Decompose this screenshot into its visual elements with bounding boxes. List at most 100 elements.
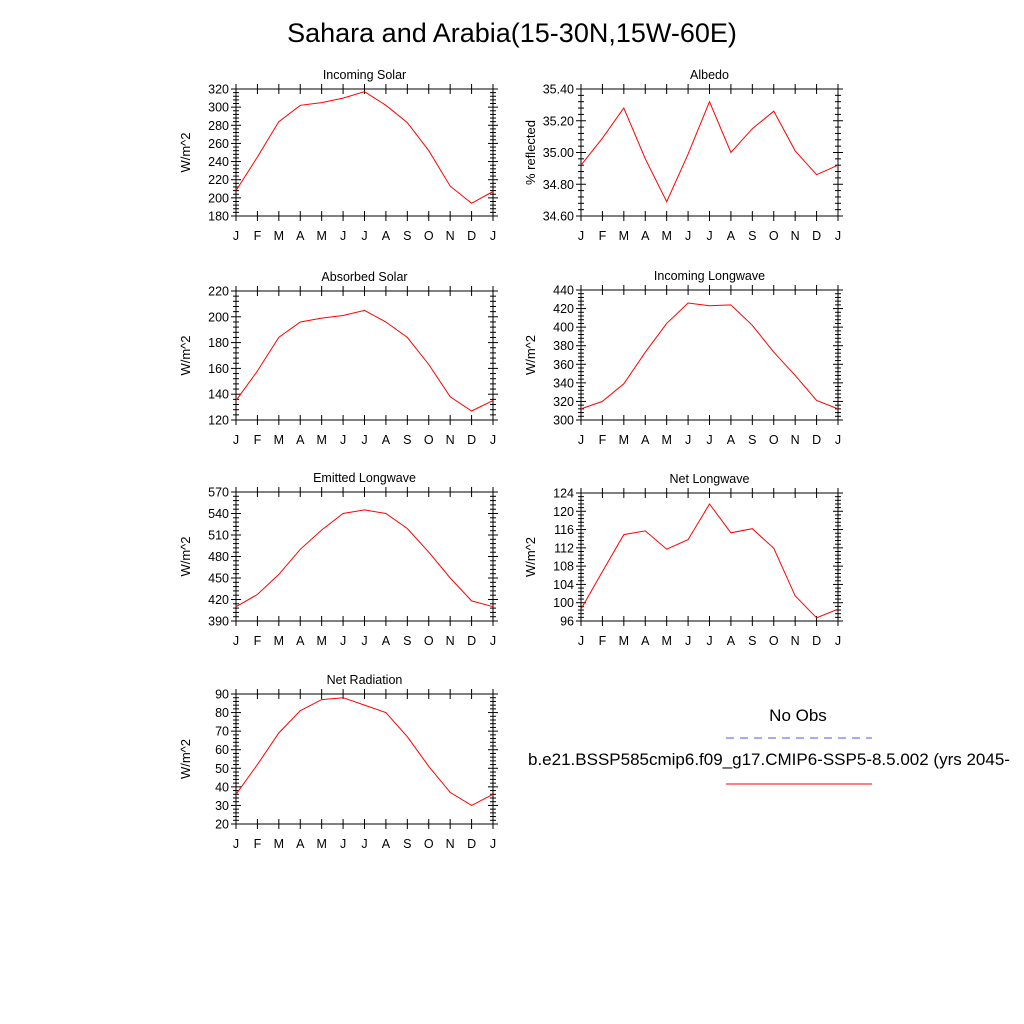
x-tick-label: J (340, 433, 346, 447)
x-tick-label: M (316, 837, 326, 851)
x-tick-label: J (835, 634, 841, 648)
x-tick-label: M (316, 634, 326, 648)
y-tick-label: 108 (553, 560, 574, 574)
panel-title: Net Longwave (670, 472, 750, 486)
y-tick-label: 540 (208, 507, 229, 521)
x-tick-label: M (619, 433, 629, 447)
x-tick-label: M (619, 229, 629, 243)
y-tick-label: 70 (215, 725, 229, 739)
y-tick-label: 160 (208, 362, 229, 376)
x-tick-label: D (812, 433, 821, 447)
page-title: Sahara and Arabia(15-30N,15W-60E) (287, 18, 737, 48)
y-tick-label: 570 (208, 486, 229, 500)
x-tick-label: S (748, 433, 756, 447)
series-line (580, 503, 839, 619)
y-tick-label: 120 (553, 505, 574, 519)
plot-frame (235, 88, 494, 217)
y-axis-label: W/m^2 (523, 335, 538, 375)
x-tick-label: J (361, 634, 367, 648)
y-axis-label: W/m^2 (523, 537, 538, 577)
x-tick-label: J (685, 634, 691, 648)
y-tick-label: 280 (208, 119, 229, 133)
x-tick-label: J (340, 837, 346, 851)
series-line (235, 91, 494, 204)
plot-frame (580, 492, 839, 622)
x-tick-label: J (340, 229, 346, 243)
x-tick-label: N (791, 634, 800, 648)
x-tick-label: A (382, 837, 391, 851)
panel-title: Net Radiation (327, 673, 403, 687)
y-tick-label: 120 (208, 414, 229, 428)
legend-model-label: b.e21.BSSP585cmip6.f09_g17.CMIP6-SSP5-8.… (528, 750, 1010, 769)
y-tick-label: 240 (208, 155, 229, 169)
plot-frame (235, 693, 494, 825)
y-tick-label: 50 (215, 762, 229, 776)
y-tick-label: 35.40 (543, 83, 574, 97)
x-tick-label: S (748, 229, 756, 243)
series-line (235, 509, 494, 608)
y-tick-label: 260 (208, 137, 229, 151)
x-tick-label: D (467, 229, 476, 243)
y-tick-label: 360 (553, 358, 574, 372)
x-tick-label: A (727, 634, 736, 648)
y-tick-label: 420 (553, 302, 574, 316)
x-tick-label: A (382, 433, 391, 447)
y-tick-label: 40 (215, 780, 229, 794)
y-tick-label: 320 (553, 395, 574, 409)
y-tick-label: 112 (554, 541, 574, 555)
x-tick-label: A (382, 229, 391, 243)
y-tick-label: 380 (553, 339, 574, 353)
y-tick-label: 116 (554, 523, 574, 537)
x-tick-label: S (403, 229, 411, 243)
x-tick-label: D (467, 837, 476, 851)
x-tick-label: M (274, 433, 284, 447)
x-tick-label: J (835, 229, 841, 243)
y-tick-label: 90 (215, 688, 229, 702)
plot-frame (580, 289, 839, 421)
x-tick-label: J (706, 634, 712, 648)
x-tick-label: J (578, 634, 584, 648)
y-tick-label: 200 (208, 310, 229, 324)
x-tick-label: J (685, 433, 691, 447)
x-tick-label: J (578, 229, 584, 243)
x-tick-label: A (641, 229, 650, 243)
y-tick-label: 220 (208, 173, 229, 187)
y-tick-label: 390 (208, 615, 229, 629)
y-tick-label: 480 (208, 550, 229, 564)
x-tick-label: S (748, 634, 756, 648)
x-tick-label: J (706, 433, 712, 447)
x-tick-label: S (403, 837, 411, 851)
panel-title: Absorbed Solar (321, 270, 407, 284)
y-tick-label: 34.80 (543, 178, 574, 192)
x-tick-label: J (578, 433, 584, 447)
plot-frame (235, 491, 494, 622)
x-tick-label: N (791, 433, 800, 447)
panel-title: Incoming Longwave (654, 269, 765, 283)
y-tick-label: 510 (208, 529, 229, 543)
x-tick-label: J (233, 634, 239, 648)
y-tick-label: 35.20 (543, 114, 574, 128)
y-tick-label: 30 (215, 799, 229, 813)
y-tick-label: 180 (208, 336, 229, 350)
y-axis-label: % reflected (523, 120, 538, 185)
x-tick-label: M (661, 229, 671, 243)
x-tick-label: J (340, 634, 346, 648)
y-tick-label: 96 (560, 615, 574, 629)
x-tick-label: O (769, 634, 779, 648)
y-axis-label: W/m^2 (178, 739, 193, 779)
x-tick-label: A (382, 634, 391, 648)
y-tick-label: 450 (208, 572, 229, 586)
x-tick-label: J (233, 229, 239, 243)
x-tick-label: F (599, 433, 607, 447)
x-tick-label: A (296, 433, 305, 447)
x-tick-label: S (403, 433, 411, 447)
y-axis-label: W/m^2 (178, 536, 193, 576)
x-tick-label: F (254, 634, 262, 648)
x-tick-label: J (685, 229, 691, 243)
x-tick-label: N (446, 229, 455, 243)
